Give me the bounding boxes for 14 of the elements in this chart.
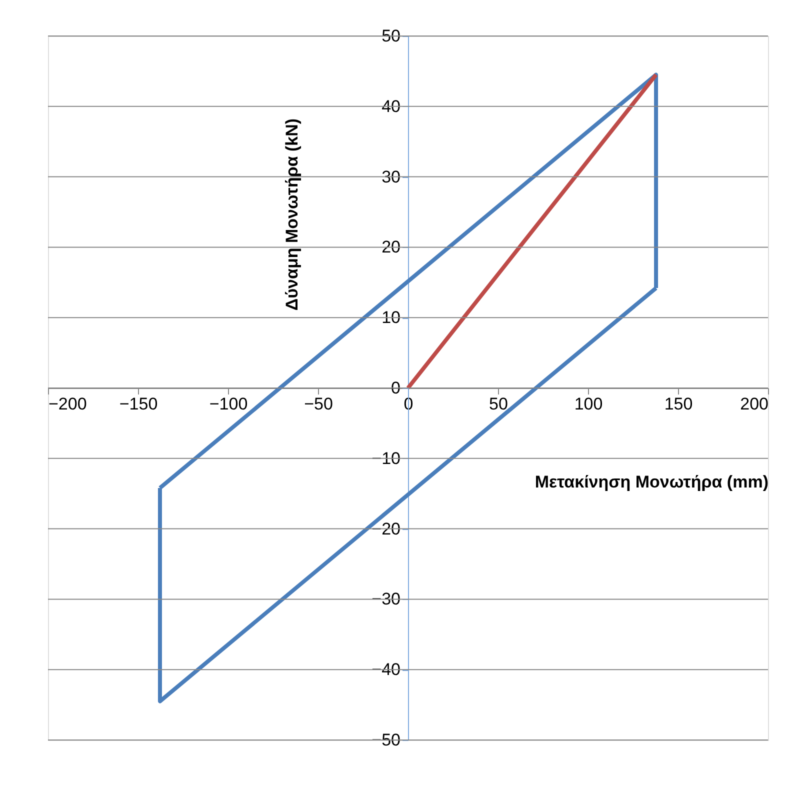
x-tick-label: −50 <box>304 394 333 414</box>
y-axis-title: Δύναμη Μονωτήρα (kN) <box>282 118 302 311</box>
y-tick-label: 10 <box>382 308 400 328</box>
x-tick-label: 200 <box>740 394 768 414</box>
y-tick-label: 30 <box>382 167 400 186</box>
x-tick-label: 100 <box>574 394 603 414</box>
y-tick-label: 40 <box>382 96 400 116</box>
x-tick-label: −100 <box>209 394 248 414</box>
x-axis-title: Μετακίνηση Μονωτήρα (mm) <box>534 472 768 492</box>
x-tick-label: −200 <box>48 394 87 414</box>
x-tick-label: −150 <box>119 394 158 414</box>
x-tick-label: 150 <box>664 394 693 414</box>
y-tick-label: 20 <box>382 238 400 257</box>
x-tick-label: 50 <box>489 394 508 414</box>
